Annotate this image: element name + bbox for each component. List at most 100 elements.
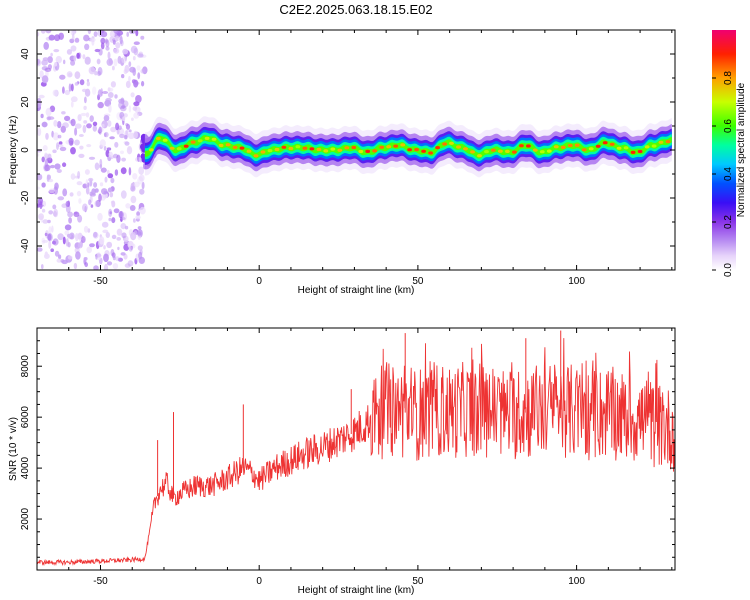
- ridge-peak: [463, 147, 468, 151]
- spectrogram-ridge: [144, 116, 672, 178]
- noise-speckle: [136, 65, 141, 71]
- chart-title: C2E2.2025.063.18.15.E02: [279, 2, 432, 17]
- noise-speckle: [37, 197, 44, 206]
- ridge-peak: [546, 149, 552, 153]
- ridge-peak: [512, 150, 517, 154]
- ridge-peak: [588, 147, 594, 151]
- noise-speckle: [67, 211, 73, 218]
- noise-speckle: [82, 124, 87, 134]
- noise-speckle: [90, 204, 94, 208]
- noise-speckle: [99, 182, 104, 187]
- noise-speckle: [85, 112, 90, 118]
- noise-speckle: [48, 240, 52, 249]
- noise-speckle: [41, 237, 46, 245]
- noise-speckle: [109, 211, 112, 215]
- y-tick-label: 0: [20, 147, 31, 153]
- ridge-peak: [274, 147, 280, 152]
- spectrogram-y-axis-label: Frequency (Hz): [8, 116, 19, 185]
- noise-speckle: [103, 263, 109, 270]
- noise-speckle: [112, 39, 116, 45]
- noise-speckle: [38, 215, 44, 220]
- noise-speckle: [110, 177, 115, 184]
- noise-speckle: [52, 149, 57, 154]
- noise-speckle: [128, 75, 131, 82]
- noise-speckle: [115, 42, 121, 49]
- noise-speckle: [40, 216, 43, 223]
- noise-speckle: [47, 116, 55, 120]
- noise-speckle: [103, 146, 107, 151]
- snr-frame: [36, 327, 676, 571]
- noise-speckle: [133, 79, 139, 88]
- snr-line-series: [37, 330, 675, 567]
- noise-speckle: [45, 107, 52, 117]
- ridge-peak: [169, 146, 175, 150]
- noise-speckle: [88, 199, 92, 206]
- noise-speckle: [37, 186, 41, 190]
- ridge-peak: [316, 147, 322, 152]
- noise-speckle: [71, 33, 75, 42]
- noise-speckle: [56, 142, 59, 151]
- snr-x-axis-label: Height of straight line (km): [298, 585, 415, 596]
- noise-speckle: [56, 169, 62, 173]
- noise-speckle: [86, 246, 92, 254]
- noise-speckle: [135, 95, 142, 103]
- noise-speckle: [107, 120, 112, 127]
- noise-speckle: [116, 237, 121, 241]
- ridge-peak: [197, 139, 203, 143]
- noise-speckle: [78, 134, 84, 137]
- noise-speckle: [68, 137, 74, 145]
- noise-speckle: [77, 232, 83, 240]
- snr-y-axis: 2000 4000 6000 8000: [20, 327, 675, 558]
- noise-speckle: [118, 210, 125, 219]
- noise-speckle: [125, 123, 129, 127]
- noise-speckle: [135, 215, 141, 220]
- noise-speckle: [101, 123, 105, 128]
- noise-speckle: [139, 174, 145, 182]
- noise-speckle: [76, 181, 83, 186]
- noise-speckle: [114, 94, 118, 99]
- noise-speckle: [132, 56, 136, 61]
- noise-speckle: [96, 58, 101, 65]
- noise-speckle: [57, 144, 64, 148]
- noise-speckle: [54, 34, 61, 42]
- noise-speckle: [91, 39, 95, 46]
- noise-speckle: [137, 53, 144, 58]
- noise-speckle: [120, 223, 127, 230]
- noise-speckle: [76, 52, 80, 59]
- noise-speckle: [47, 233, 53, 242]
- ridge-peak: [225, 143, 231, 147]
- noise-speckle: [103, 131, 109, 138]
- noise-speckle: [93, 265, 99, 270]
- ridge-peak: [358, 149, 364, 154]
- noise-speckle: [76, 190, 82, 197]
- noise-speckle: [41, 156, 45, 163]
- noise-speckle: [77, 114, 82, 122]
- noise-speckle: [44, 67, 52, 72]
- noise-speckle: [120, 105, 127, 112]
- noise-speckle: [101, 221, 109, 228]
- ridge-peak: [539, 150, 545, 154]
- noise-speckle: [50, 248, 54, 252]
- noise-speckle: [133, 101, 140, 107]
- noise-speckle: [133, 181, 140, 188]
- ridge-peak: [295, 145, 301, 149]
- noise-speckle: [40, 113, 44, 119]
- noise-speckle: [53, 49, 60, 53]
- noise-speckle: [88, 177, 94, 182]
- noise-speckle: [49, 164, 56, 169]
- noise-speckle: [37, 58, 40, 66]
- noise-speckle: [125, 123, 131, 130]
- noise-speckle: [45, 132, 49, 140]
- ridge-peak: [330, 147, 336, 151]
- noise-speckle: [44, 232, 48, 237]
- noise-speckle: [98, 127, 104, 133]
- noise-speckle: [108, 208, 113, 217]
- snr-x-axis: -50 0 50 100: [36, 328, 673, 587]
- noise-speckle: [104, 176, 108, 183]
- noise-speckle: [138, 251, 143, 260]
- noise-speckle: [110, 81, 116, 88]
- ridge-peak: [302, 146, 308, 150]
- noise-speckle: [38, 213, 44, 221]
- colorbar-tick-label: 0.4: [723, 167, 734, 181]
- transition-blob: [140, 153, 146, 160]
